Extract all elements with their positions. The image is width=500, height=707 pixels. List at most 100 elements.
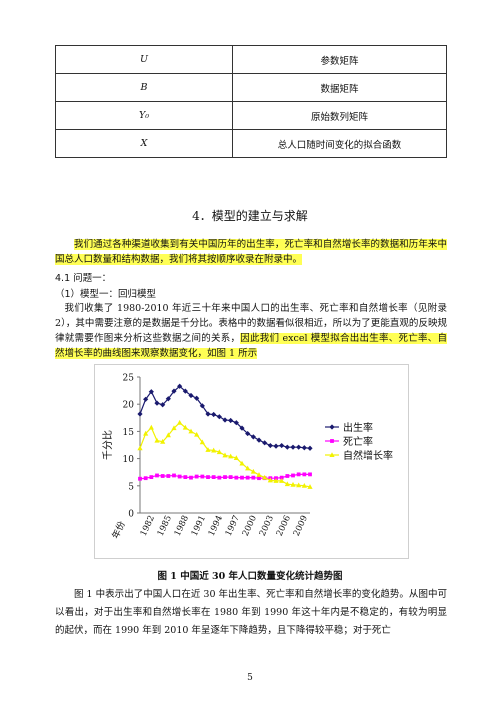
series-3-point: [205, 447, 211, 452]
x-axis-label: 年份: [109, 519, 127, 540]
y-tick-label: 5: [128, 482, 134, 492]
series-2-point: [279, 475, 284, 480]
series-3-point: [233, 455, 239, 461]
series-2-point: [211, 475, 216, 479]
series-3-point: [250, 468, 256, 474]
series-2-point: [240, 475, 244, 480]
series-3-point: [171, 425, 177, 431]
paragraph-1-text: 我们收集了 1980-2010 年近三十年来中国人口的出生率、死亡率和自然增长率…: [55, 303, 447, 344]
series-3-point: [194, 431, 200, 437]
series-1-point: [216, 414, 222, 420]
series-1-point: [301, 445, 307, 451]
series-2-point: [308, 472, 312, 477]
legend-label-3: 自然增长率: [343, 449, 393, 462]
series-1-point: [256, 437, 262, 443]
series-3-point: [182, 424, 188, 430]
series-2-point: [189, 475, 193, 480]
series-1-point: [284, 444, 290, 450]
series-2-point: [223, 475, 227, 479]
series-1-point: [250, 434, 256, 440]
series-3-point: [165, 432, 171, 438]
series-2-point: [177, 474, 182, 479]
y-tick-label: 10: [123, 455, 135, 465]
series-3-point: [245, 465, 251, 471]
series-3-point: [284, 481, 290, 487]
series-1-point: [222, 417, 228, 423]
series-1-point: [307, 445, 313, 451]
table-cell-symbol: Y₀: [55, 101, 233, 130]
series-3-point: [239, 460, 245, 466]
series-1-point: [148, 389, 154, 395]
table-row: X 总人口随时间变化的拟合函数: [55, 129, 447, 158]
series-2-point: [302, 472, 307, 477]
legend-label-1: 出生率: [343, 421, 373, 434]
series-3-point: [177, 419, 183, 425]
series-3-point: [199, 439, 205, 445]
series-1-point: [273, 443, 279, 449]
q1-heading: 4.1 问题一：: [55, 273, 112, 284]
x-tick-label: 1991: [190, 514, 208, 538]
figure-caption: 图 1 中国近 30 年人口数量变化统计趋势图: [157, 571, 343, 582]
series-2-point: [257, 476, 261, 481]
intro-highlight: 我们通过各种渠道收集到有关中国历年的出生率，死亡率和自然增长率的数据和历年来中国…: [55, 239, 447, 265]
series-1-point: [228, 417, 234, 424]
series-2-point: [291, 473, 295, 478]
series-2-point: [217, 475, 222, 480]
series-3-point: [137, 445, 143, 451]
series-3-point: [148, 424, 154, 430]
legend-marker-1: [329, 424, 335, 430]
line-chart: 0510152025千分比198219851988199119941997200…: [102, 374, 393, 541]
x-tick-label: 2006: [275, 514, 293, 538]
series-3-point: [154, 437, 160, 443]
series-3-point: [290, 481, 296, 487]
series-1-point: [262, 440, 268, 446]
series-1-point: [279, 442, 285, 449]
series-3-point: [273, 478, 279, 483]
series-2-point: [245, 475, 250, 480]
series-2-point: [251, 475, 256, 480]
y-tick-label: 15: [123, 428, 135, 438]
series-2-point: [200, 474, 205, 479]
series-3-point: [279, 478, 285, 483]
model1-heading: （1）模型一：回归模型: [55, 289, 157, 300]
series-2-point: [206, 475, 210, 479]
series-3-point: [160, 438, 166, 444]
series-2-point: [172, 473, 176, 478]
series-3-point: [211, 447, 217, 453]
series-3-point: [222, 452, 228, 458]
series-1-point: [154, 400, 160, 406]
series-1-point: [205, 411, 211, 417]
series-1-point: [194, 395, 200, 401]
table-cell-symbol: B: [55, 73, 233, 102]
series-1-point: [290, 444, 296, 450]
table-cell-symbol: U: [55, 45, 233, 74]
paragraph-2: 图 1 中表示出了中国人口在近 30 年出生率、死亡率和自然增长率的变化趋势。从…: [55, 589, 447, 636]
series-1-point: [188, 392, 194, 399]
series-2-point: [183, 475, 188, 479]
series-2-point: [166, 474, 171, 478]
y-tick-label: 20: [123, 401, 135, 411]
legend-marker-2: [330, 439, 334, 443]
series-3-point: [143, 430, 149, 436]
chart-frame: 0 5 10 15 20 25 千分比 1982 1985 1988 1991 1994 1997 200…: [94, 364, 409, 559]
series-2-point: [143, 476, 148, 481]
series-3-point: [267, 477, 273, 483]
x-tick-label: 1994: [207, 514, 225, 538]
series-3-point: [216, 449, 222, 455]
series-3-point: [228, 453, 234, 459]
series-3-point: [296, 482, 302, 488]
y-axis-label: 千分比: [102, 430, 114, 460]
x-tick-label: 1982: [139, 514, 157, 538]
x-tick-label: 2009: [292, 514, 310, 538]
table-row: B 数据矩阵: [55, 73, 447, 102]
table-cell-desc: 数据矩阵: [232, 73, 447, 102]
series-1-point: [137, 411, 143, 417]
table-cell-symbol: X: [55, 129, 233, 158]
legend-marker-3: [329, 452, 335, 457]
table-row: U 参数矩阵: [55, 45, 447, 74]
series-2-point: [285, 474, 290, 478]
series-3-point: [301, 483, 307, 488]
series-1-point: [296, 444, 302, 450]
series-2-point: [155, 473, 159, 478]
y-tick-label: 25: [123, 374, 135, 384]
